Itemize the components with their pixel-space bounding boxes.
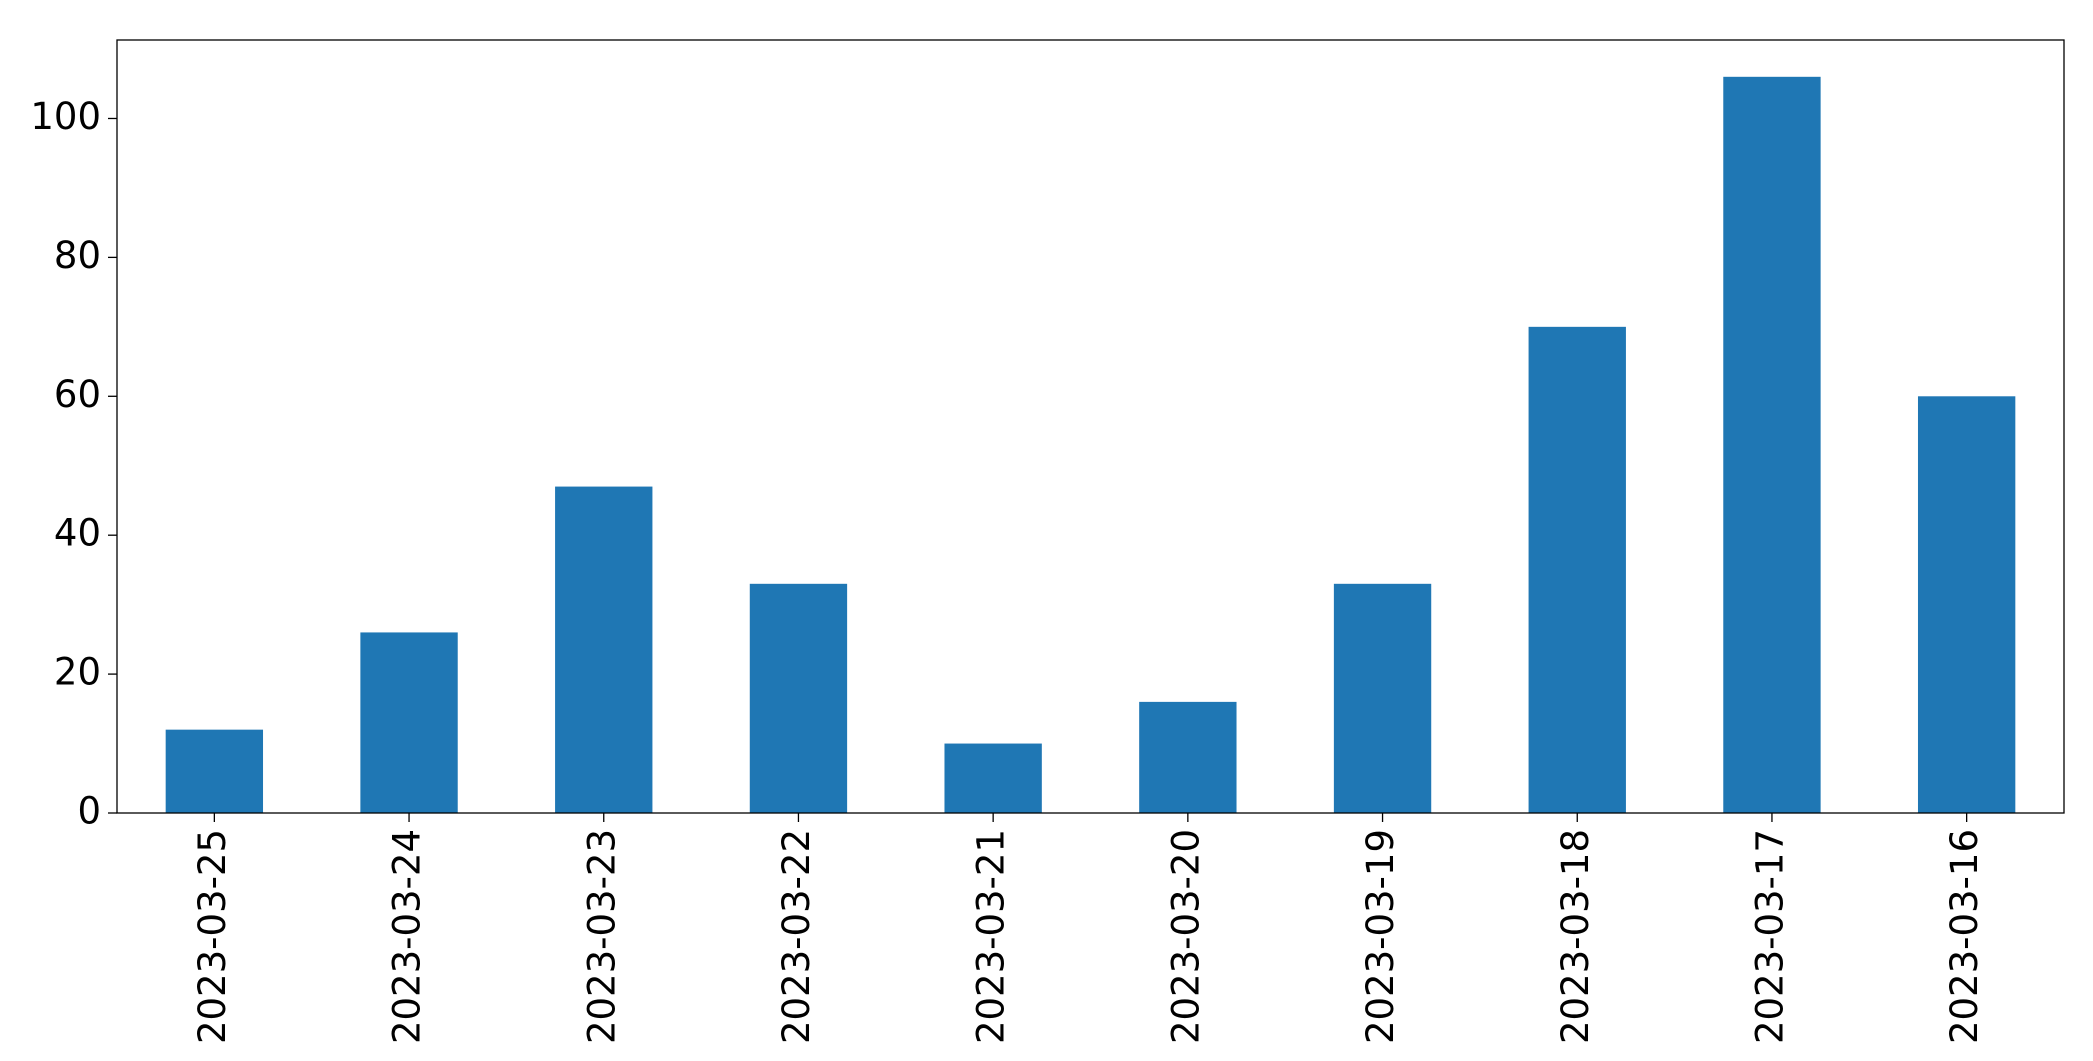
x-tick-label: 2023-03-21	[970, 829, 1013, 1044]
y-tick-label: 60	[54, 373, 101, 416]
x-tick-label: 2023-03-16	[1943, 829, 1986, 1044]
x-tick-label: 2023-03-24	[386, 829, 429, 1044]
x-tick-label: 2023-03-22	[775, 829, 818, 1044]
bar	[1528, 326, 1626, 813]
x-tick-label: 2023-03-25	[191, 829, 234, 1044]
x-tick-label: 2023-03-18	[1554, 829, 1597, 1044]
y-tick-label: 40	[54, 512, 101, 555]
plot-frame	[116, 39, 2065, 814]
bar	[1333, 583, 1432, 813]
x-tick-label: 2023-03-19	[1359, 829, 1402, 1044]
bar	[555, 486, 653, 813]
bar	[360, 632, 458, 813]
bar	[749, 583, 848, 813]
x-tick-label: 2023-03-23	[580, 829, 623, 1044]
bar	[1723, 76, 1821, 814]
bar	[1917, 396, 2016, 813]
bar	[1139, 701, 1237, 813]
y-tick-label: 80	[54, 234, 101, 277]
bar	[944, 743, 1042, 813]
y-tick-label: 0	[77, 790, 101, 833]
x-tick-label: 2023-03-20	[1164, 829, 1207, 1044]
y-tick-label: 20	[54, 651, 101, 694]
x-tick-label: 2023-03-17	[1748, 829, 1791, 1044]
y-tick-label: 100	[30, 95, 101, 138]
bar	[165, 729, 264, 813]
